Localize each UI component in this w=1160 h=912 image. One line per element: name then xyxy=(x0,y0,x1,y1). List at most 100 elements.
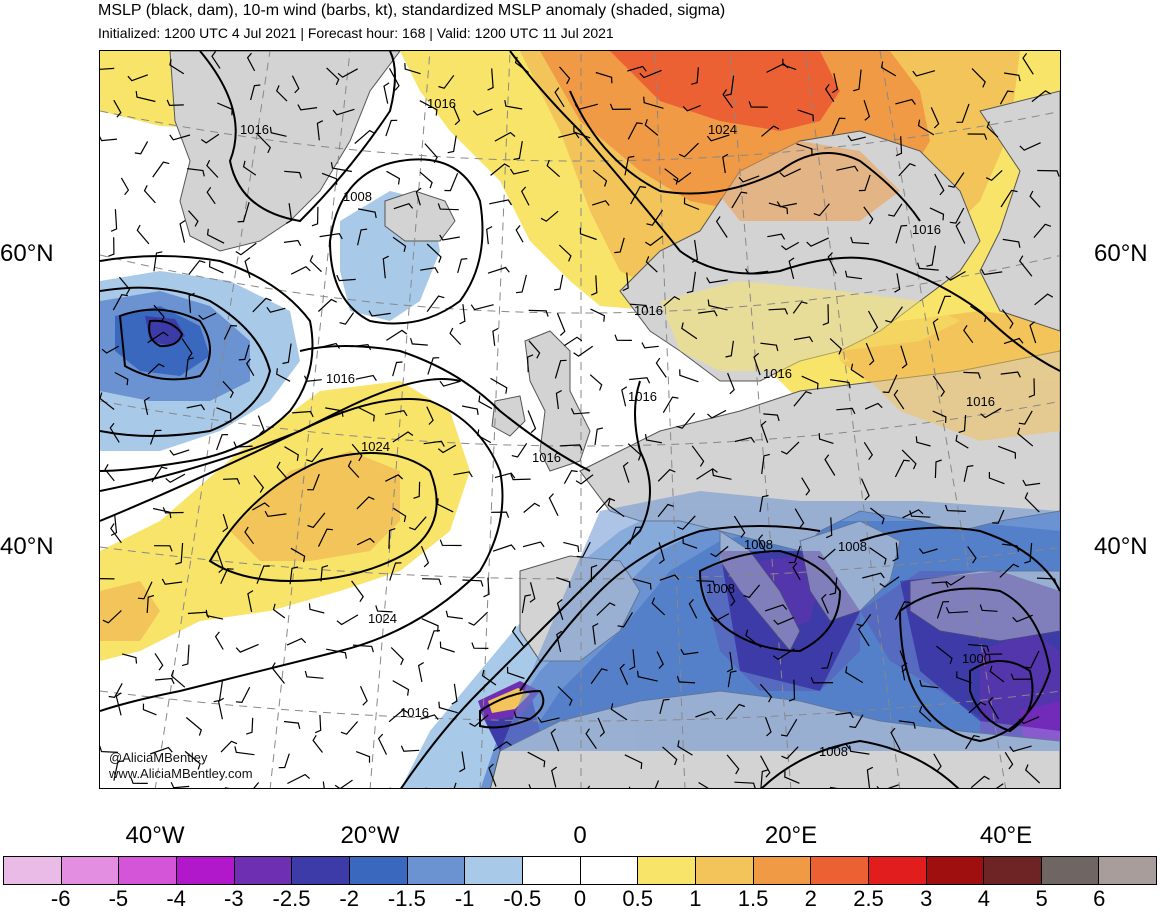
wind-barb xyxy=(829,577,838,596)
wind-barb xyxy=(357,406,375,422)
wind-barb xyxy=(748,101,768,108)
colorbar-label: 5 xyxy=(1035,886,1048,911)
wind-barb xyxy=(733,515,746,538)
wind-barb xyxy=(591,275,598,296)
wind-barb xyxy=(1022,52,1034,75)
wind-barb xyxy=(355,374,377,382)
colorbar-label: -2 xyxy=(339,886,359,911)
wind-barb xyxy=(317,528,333,547)
wind-barb xyxy=(643,96,664,109)
wind-barb xyxy=(444,172,459,192)
wind-barb xyxy=(711,469,732,480)
wind-barb xyxy=(325,407,344,417)
wind-barb xyxy=(963,371,981,379)
wind-barb xyxy=(100,578,115,580)
wind-barb xyxy=(760,769,769,788)
wind-barb xyxy=(445,610,463,620)
wind-barb xyxy=(563,336,583,347)
wind-barb xyxy=(676,676,696,684)
wind-barb xyxy=(510,473,531,481)
wind-barb xyxy=(761,125,780,137)
contour-label: 1016 xyxy=(912,222,941,237)
contour-label: 1024 xyxy=(708,122,737,137)
wind-barb xyxy=(707,299,728,311)
wind-barb xyxy=(217,102,233,116)
wind-barb xyxy=(388,528,396,549)
wind-barb xyxy=(185,357,194,378)
wind-barb xyxy=(696,580,716,588)
isobar xyxy=(760,739,960,788)
wind-barb xyxy=(385,119,398,137)
contour-label: 1016 xyxy=(763,366,792,381)
wind-barb xyxy=(707,409,727,419)
wind-barb xyxy=(269,126,287,137)
wind-barb xyxy=(985,169,1003,182)
wind-barb xyxy=(266,306,286,313)
wind-barb xyxy=(880,61,897,77)
wind-barb xyxy=(110,513,118,536)
wind-barb xyxy=(339,312,355,325)
wind-barb xyxy=(486,226,493,245)
wind-barb xyxy=(130,777,148,784)
colorbar-label: -4 xyxy=(166,886,186,911)
wind-barb xyxy=(417,661,425,683)
wind-barb xyxy=(1034,293,1054,306)
meridian-line xyxy=(479,51,511,788)
wind-barb xyxy=(743,584,761,599)
wind-barb xyxy=(937,295,951,314)
wind-barb xyxy=(540,210,559,222)
colorbar-swatch xyxy=(349,857,408,884)
wind-barb xyxy=(696,468,718,480)
wind-barb xyxy=(810,677,834,684)
wind-barb xyxy=(829,338,843,355)
wind-barb xyxy=(153,251,163,272)
wind-barb xyxy=(894,273,901,293)
wind-barb xyxy=(801,375,819,390)
wind-barb xyxy=(250,84,261,101)
wind-barb xyxy=(614,334,632,341)
wind-barb xyxy=(471,642,489,649)
wind-barb xyxy=(216,407,232,420)
ireland-land xyxy=(491,395,526,437)
wind-barb xyxy=(438,701,458,714)
wind-barb xyxy=(284,170,302,179)
wind-barb xyxy=(537,716,560,723)
contour-label: 1008 xyxy=(744,537,773,552)
wind-barb xyxy=(763,413,780,422)
wind-barb xyxy=(760,420,769,443)
wind-barb xyxy=(629,526,642,545)
wind-barb xyxy=(306,447,324,463)
wind-barb xyxy=(392,680,410,696)
colorbar-swatch xyxy=(1041,857,1100,884)
wind-barb xyxy=(516,274,527,294)
wind-barb xyxy=(688,598,698,619)
wind-barb xyxy=(610,703,628,721)
wind-barb xyxy=(235,643,259,653)
wind-barb xyxy=(136,224,150,245)
wind-barb xyxy=(244,526,255,545)
wind-barb xyxy=(967,643,990,653)
wind-barb xyxy=(100,67,115,70)
wind-barb xyxy=(632,578,652,590)
wind-barb xyxy=(134,141,149,155)
wind-barb xyxy=(347,460,360,478)
wind-barb xyxy=(970,305,987,323)
wind-barb xyxy=(882,374,898,394)
wind-barb xyxy=(725,340,734,358)
wind-barb xyxy=(100,745,119,753)
wind-barb xyxy=(461,405,479,415)
wind-barb xyxy=(860,478,870,501)
wind-barb xyxy=(594,427,604,445)
wind-barb xyxy=(956,671,972,684)
wind-barb xyxy=(933,753,942,772)
wind-barb xyxy=(1003,337,1024,345)
wind-barb xyxy=(781,241,800,251)
wind-barb xyxy=(980,407,1002,419)
wind-barb xyxy=(821,593,829,614)
wind-barb xyxy=(764,604,788,612)
wind-barb xyxy=(439,539,462,547)
wind-barb xyxy=(513,711,531,720)
lat-label-60n-left: 60°N xyxy=(0,240,54,267)
wind-barb xyxy=(629,649,636,671)
wind-barb xyxy=(556,599,564,620)
